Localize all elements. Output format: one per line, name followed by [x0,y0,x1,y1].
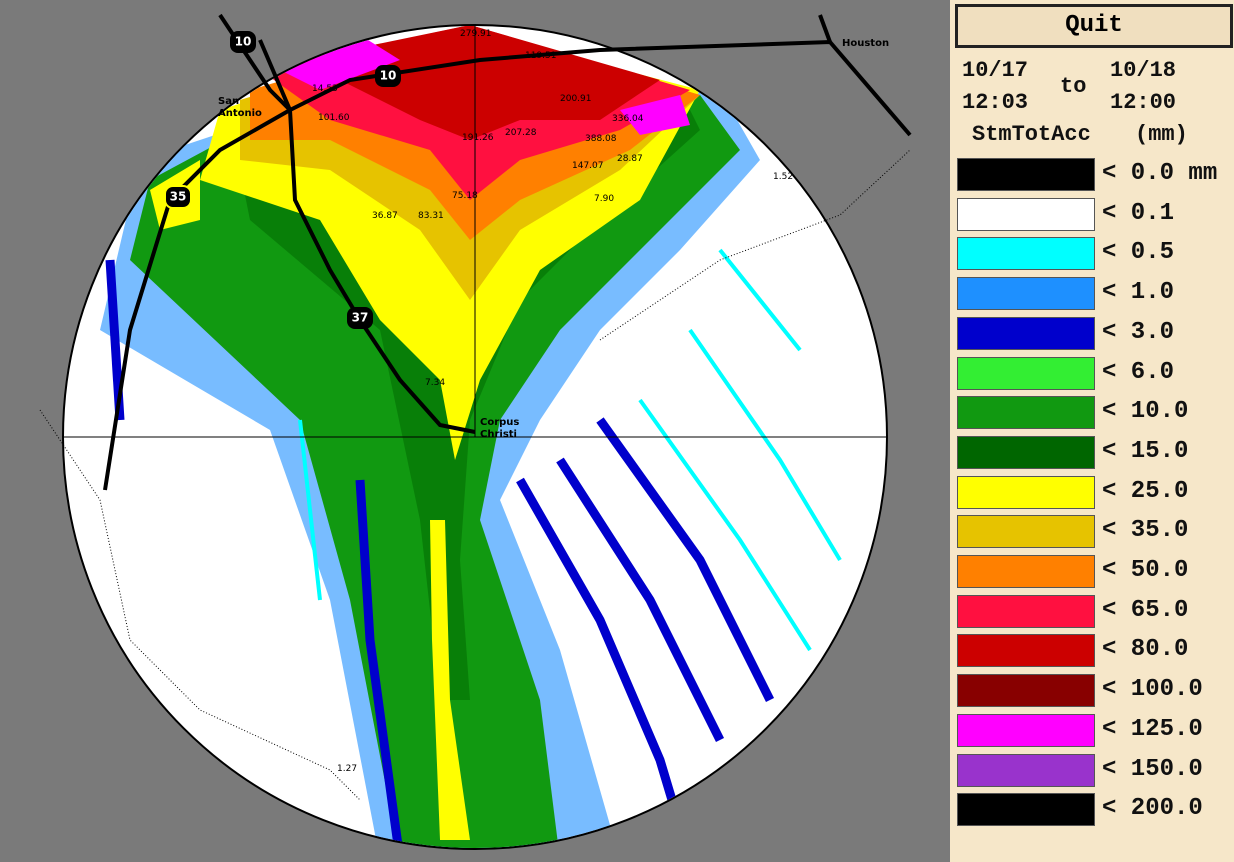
point-value: 207.28 [505,128,537,138]
boundaries [39,149,911,801]
legend-label: < 65.0 [1102,596,1189,624]
highway-number: 10 [235,35,252,49]
legend-swatch [957,316,1095,350]
legend-label: < 0.1 [1102,199,1175,227]
legend-swatch [957,555,1095,588]
legend-swatch [957,713,1095,747]
legend-swatch [957,515,1095,549]
legend-swatch [957,277,1095,311]
legend-swatch [957,594,1095,628]
point-value: 7.90 [594,194,614,204]
legend-swatch [957,435,1095,469]
legend-label: < 80.0 [1102,636,1189,664]
legend-label: < 150.0 [1102,755,1203,783]
legend-label: < 50.0 [1102,557,1189,584]
city-label: Christi [480,429,517,440]
quit-button[interactable]: Quit [955,4,1233,48]
legend-swatch [957,753,1095,787]
city-label: San [218,96,239,107]
legend-label: < 6.0 [1102,358,1175,386]
shield [375,65,401,87]
shield [230,31,256,53]
highway-number: 37 [352,311,369,325]
city-label: Antonio [218,108,262,119]
legend-swatch [957,396,1095,430]
units: (mm) [1135,122,1188,147]
shield [347,307,373,329]
end-date: 10/18 [1110,58,1177,83]
legend-swatch [957,197,1095,231]
point-value: 1.52 [773,172,793,182]
precip [100,26,842,848]
product: StmTotAcc [972,122,1091,147]
legend-panel: Quit 10/17 12:03 to 10/18 12:00 StmTotAc… [950,0,1234,862]
legend-label: < 0.5 [1102,239,1175,267]
legend-label: < 15.0 [1102,437,1189,465]
point-value: 75.18 [452,191,478,201]
point-value: 119.51 [525,51,557,61]
start-time: 12:03 [962,90,1029,115]
shield [164,185,192,209]
point-value: 336.04 [612,114,644,124]
city-label: Houston [842,38,889,49]
point-value: 200.91 [560,94,592,104]
legend-label: < 100.0 [1102,676,1203,704]
start-date: 10/17 [962,58,1029,83]
point-value: 28.87 [617,154,643,164]
highway-number: 35 [170,190,187,204]
legend-label: < 1.0 [1102,279,1175,307]
highway-number: 10 [380,69,397,83]
point-value: 36.87 [372,211,398,221]
point-value: 279.91 [460,29,492,39]
legend-label: < 125.0 [1102,715,1203,743]
legend-swatch [957,158,1095,191]
point-value: 388.08 [585,134,617,144]
point-value: 147.07 [572,161,604,171]
city-label: Corpus [480,417,519,428]
legend-swatch [957,674,1095,708]
end-time: 12:00 [1110,90,1177,115]
point-value: 1.27 [337,764,357,774]
highway-shields: 10 10 35 37 [164,31,401,329]
legend-swatch [957,237,1095,271]
legend-label: < 25.0 [1102,477,1189,505]
legend-swatch [957,356,1095,390]
legend-label: < 10.0 [1102,398,1189,426]
point-value: 7.34 [425,378,445,388]
legend-label: < 200.0 [1102,795,1203,823]
to-label: to [1060,74,1087,99]
legend-label: < 3.0 [1102,318,1175,346]
legend-swatch [957,793,1095,827]
legend-label: < 0.0 mm [1102,160,1218,187]
point-value: 83.31 [418,211,444,221]
point-value: 14.53 [312,84,338,94]
legend-label: < 35.0 [1102,517,1189,545]
point-value: 191.26 [462,133,494,143]
legend-swatch [957,634,1095,668]
legend-swatch [957,475,1095,509]
point-value: 101.60 [318,113,350,123]
